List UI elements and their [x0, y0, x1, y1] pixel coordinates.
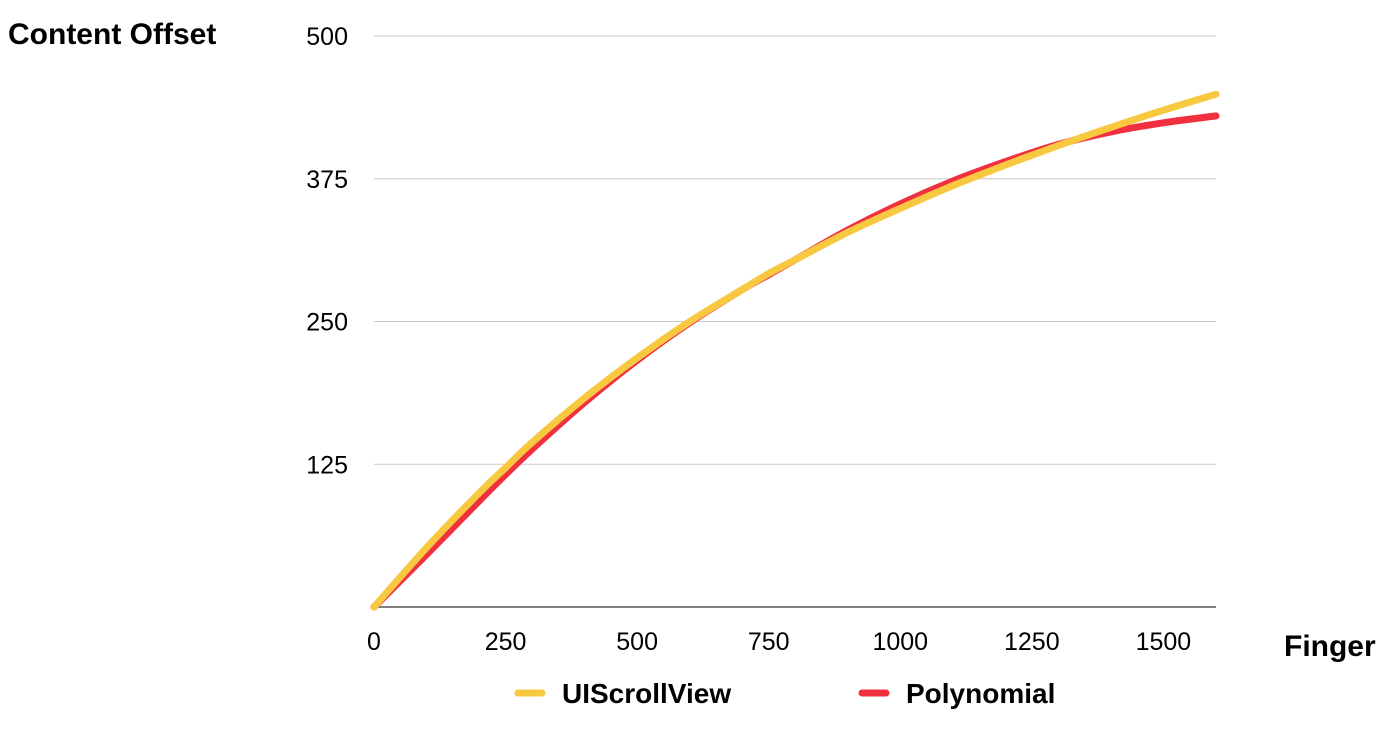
x-tick-label: 0	[367, 628, 381, 656]
legend-label: Polynomial	[906, 678, 1055, 709]
x-tick-label: 750	[748, 628, 790, 656]
x-tick-label: 1250	[1004, 628, 1060, 656]
y-tick-labels: 125 250 375 500	[306, 23, 348, 479]
x-tick-label: 500	[616, 628, 658, 656]
y-axis-title: Content Offset	[8, 18, 216, 51]
series-line-uiscrollview	[370, 90, 1220, 611]
grid-lines	[374, 35, 1216, 465]
y-tick-label: 375	[306, 166, 348, 194]
series-lines	[370, 90, 1220, 611]
legend-label: UIScrollView	[562, 678, 731, 709]
x-axis-title: Finger	[1284, 630, 1376, 663]
x-tick-label: 1500	[1136, 628, 1192, 656]
legend: UIScrollView Polynomial	[514, 678, 1055, 709]
y-tick-label: 500	[306, 23, 348, 51]
y-tick-label: 125	[306, 451, 348, 479]
series-line-polynomial	[370, 112, 1220, 611]
x-tick-labels: 0 250 500 750 1000 1250 1500	[367, 628, 1191, 656]
y-tick-label: 250	[306, 309, 348, 337]
x-tick-label: 250	[485, 628, 527, 656]
x-tick-label: 1000	[872, 628, 928, 656]
